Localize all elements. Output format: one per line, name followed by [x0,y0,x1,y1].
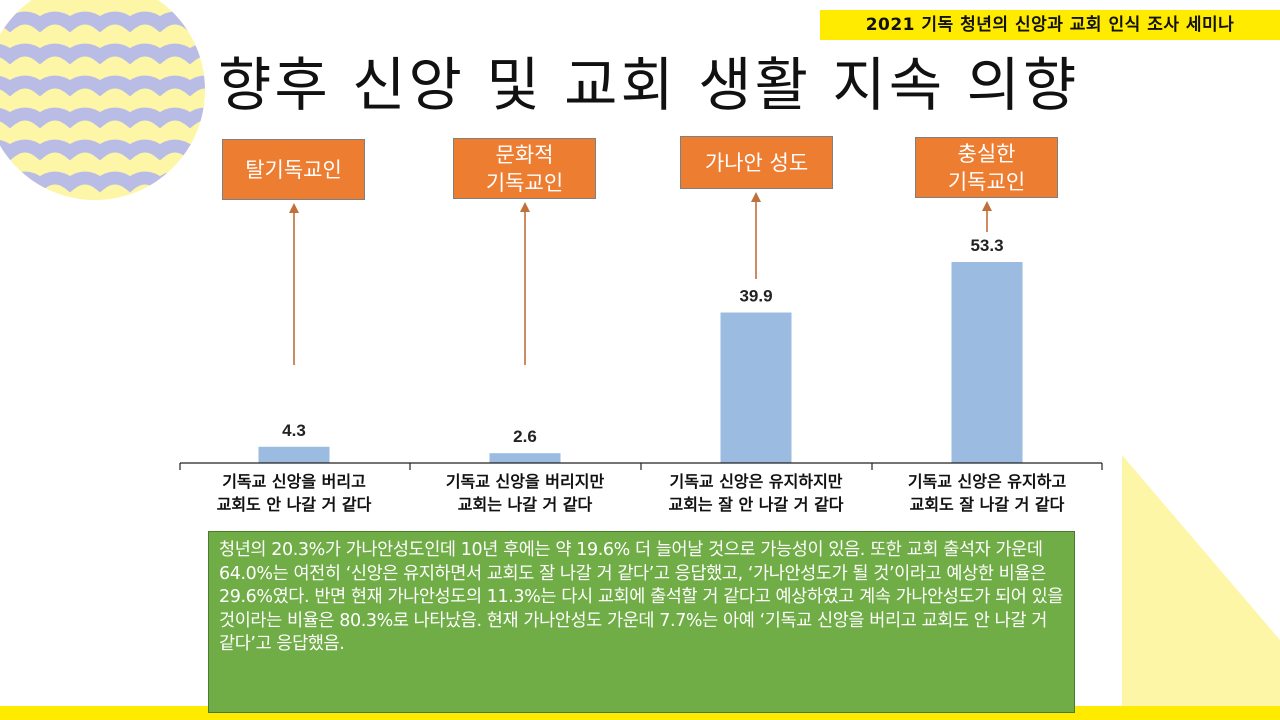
x-tick-label: 기독교 신앙은 유지하고 교회도 잘 나갈 거 같다 [908,472,1067,514]
seminar-badge: 2021 기독 청년의 신앙과 교회 인식 조사 세미나 [820,10,1280,40]
category-box-canaan-believer: 가나안 성도 [680,136,833,189]
arrow-group [289,192,992,365]
triangle-decoration [1122,455,1280,720]
summary-textbox: 청년의 20.3%가 가나안성도인데 10년 후에는 약 19.6% 더 늘어날… [208,531,1075,713]
category-box-faithful-christian: 충실한 기독교인 [915,137,1058,198]
bar-value-label: 39.9 [739,287,772,306]
category-box-cultural-christian: 문화적 기독교인 [453,138,596,199]
bar [951,262,1023,463]
wave-stripe [0,107,205,129]
bar-value-label: 4.3 [282,421,306,440]
x-tick-label: 기독교 신앙을 버리지만 교회는 나갈 거 같다 [446,472,605,514]
bar-value-label: 2.6 [513,427,537,446]
page-title: 향후 신앙 및 교회 생활 지속 의향 [218,51,1080,119]
category-box-post-christian: 탈기독교인 [222,139,365,200]
wave-stripe [0,139,205,161]
bar [720,312,792,463]
x-tick-label: 기독교 신앙을 버리고 교회도 안 나갈 거 같다 [217,472,372,514]
bar-group: 4.3 2.6 39.9 53.3 [258,236,1023,463]
bar-value-label: 53.3 [970,236,1003,255]
bar [489,453,561,463]
x-axis-ticks [179,463,1103,470]
x-tick-label: 기독교 신앙은 유지하지만 교회는 잘 안 나갈 거 같다 [668,472,843,514]
wave-stripe [0,11,205,33]
bar [258,446,330,463]
x-axis-labels: 기독교 신앙을 버리고 교회도 안 나갈 거 같다 기독교 신앙을 버리지만 교회는 … [217,472,1067,514]
wave-stripe [0,43,205,65]
wave-stripe [0,75,205,97]
